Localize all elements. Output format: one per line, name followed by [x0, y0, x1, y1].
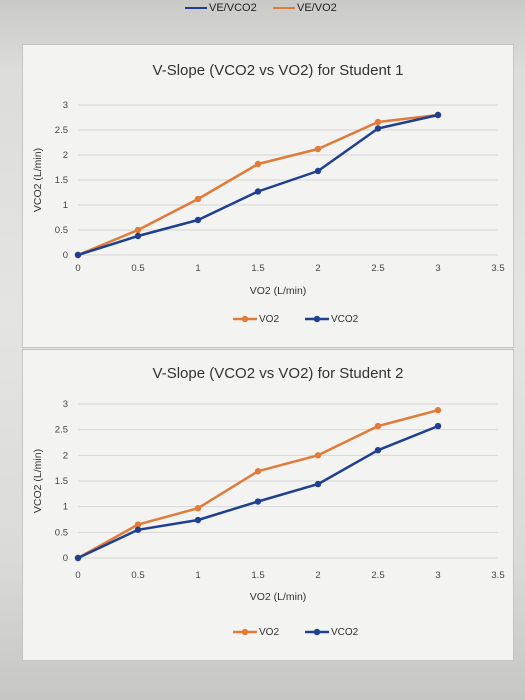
x-tick-label: 2.5	[371, 263, 384, 274]
legend-label-ve-vco2: VE/VCO2	[209, 2, 257, 14]
y-tick-label: 3	[63, 399, 68, 410]
y-tick-label: 2	[63, 450, 68, 461]
series-line-vco2	[77, 424, 439, 560]
data-point-vo2	[134, 226, 142, 234]
data-point-vco2	[74, 554, 82, 562]
y-axis-label: VCO2 (L/min)	[32, 449, 44, 513]
y-tick-label: 1.5	[55, 175, 68, 186]
x-tick-label: 1.5	[251, 570, 264, 581]
x-tick-label: 2	[315, 570, 320, 581]
x-tick-label: 3	[435, 570, 440, 581]
legend-label-ve-vo2: VE/VO2	[297, 2, 337, 14]
y-tick-label: 3	[63, 100, 68, 111]
legend-item-ve-vo2: VE/VO2	[273, 2, 337, 14]
data-point-vco2	[374, 447, 382, 454]
y-tick-label: 1	[63, 502, 68, 513]
chart-student-1: V-Slope (VCO2 vs VO2) for Student 1 0 0.5 1…	[32, 62, 505, 325]
data-point-vo2	[314, 452, 322, 459]
data-point-vo2	[134, 521, 142, 528]
chart-panel-student-1: V-Slope (VCO2 vs VO2) for Student 1 0 0.5 1…	[22, 44, 514, 348]
y-tick-label: 2.5	[55, 425, 68, 436]
data-point-vco2	[194, 216, 202, 224]
x-tick-label: 0	[75, 263, 80, 274]
data-point-vco2	[194, 516, 202, 524]
chart-title: V-Slope (VCO2 vs VO2) for Student 1	[153, 62, 404, 79]
legend-item-ve-vco2: VE/VCO2	[185, 2, 257, 14]
y-tick-label: 1	[63, 200, 68, 211]
legend-label-vo2: VO2	[259, 314, 279, 325]
series-line-vco2	[77, 113, 439, 257]
x-tick-label: 0.5	[131, 570, 144, 581]
legend-label-vo2: VO2	[259, 627, 279, 638]
series-line-vo2	[77, 408, 439, 560]
y-tick-label: 2.5	[55, 125, 68, 136]
data-point-vco2	[74, 251, 82, 259]
data-point-vco2	[434, 422, 442, 430]
data-point-vo2	[194, 505, 202, 512]
x-tick-label: 3	[435, 263, 440, 274]
x-tick-label: 0	[75, 570, 80, 581]
data-point-vco2	[434, 111, 442, 119]
x-tick-label: 3.5	[491, 570, 504, 581]
data-point-vo2	[194, 195, 202, 203]
chart-panel-student-2: V-Slope (VCO2 vs VO2) for Student 2 0 0.5 1…	[22, 349, 514, 661]
top-legend-partial: VE/VCO2 VE/VO2	[185, 0, 385, 16]
legend-marker-vo2	[241, 628, 249, 636]
x-tick-label: 1	[195, 263, 200, 274]
y-tick-label: 0	[63, 250, 68, 261]
x-tick-label: 2	[315, 263, 320, 274]
y-tick-label: 2	[63, 150, 68, 161]
legend-marker-vco2	[313, 628, 321, 636]
legend-label-vco2: VCO2	[331, 627, 359, 638]
legend-marker-vco2	[313, 315, 321, 323]
data-point-vco2	[374, 125, 382, 132]
data-point-vo2	[314, 145, 322, 153]
chart-title: V-Slope (VCO2 vs VO2) for Student 2	[153, 365, 404, 382]
y-axis-label: VCO2 (L/min)	[32, 148, 44, 212]
y-tick-label: 1.5	[55, 476, 68, 487]
data-point-vo2	[374, 118, 382, 126]
data-point-vco2	[254, 188, 262, 195]
y-tick-label: 0.5	[55, 527, 68, 538]
x-tick-label: 3.5	[491, 263, 504, 274]
x-axis-label: VO2 (L/min)	[250, 285, 307, 297]
data-point-vo2	[254, 160, 262, 168]
data-point-vco2	[254, 498, 262, 505]
data-point-vco2	[134, 232, 142, 240]
series-line-vo2	[77, 113, 439, 257]
data-point-vo2	[254, 468, 262, 475]
x-tick-label: 2.5	[371, 570, 384, 581]
y-tick-label: 0.5	[55, 225, 68, 236]
x-tick-label: 1	[195, 570, 200, 581]
legend-label-vco2: VCO2	[331, 314, 359, 325]
x-tick-label: 1.5	[251, 263, 264, 274]
legend-marker-vo2	[241, 315, 249, 323]
x-axis-label: VO2 (L/min)	[250, 591, 307, 603]
data-point-vo2	[434, 406, 442, 414]
data-point-vo2	[374, 422, 382, 430]
legend-swatch-ve-vo2	[273, 7, 295, 10]
data-point-vco2	[314, 167, 322, 175]
chart-student-2: V-Slope (VCO2 vs VO2) for Student 2 0 0.5 1…	[32, 365, 505, 638]
legend-swatch-ve-vco2	[185, 7, 207, 10]
x-tick-label: 0.5	[131, 263, 144, 274]
y-tick-label: 0	[63, 553, 68, 564]
data-point-vco2	[314, 480, 322, 488]
data-point-vco2	[134, 526, 142, 533]
